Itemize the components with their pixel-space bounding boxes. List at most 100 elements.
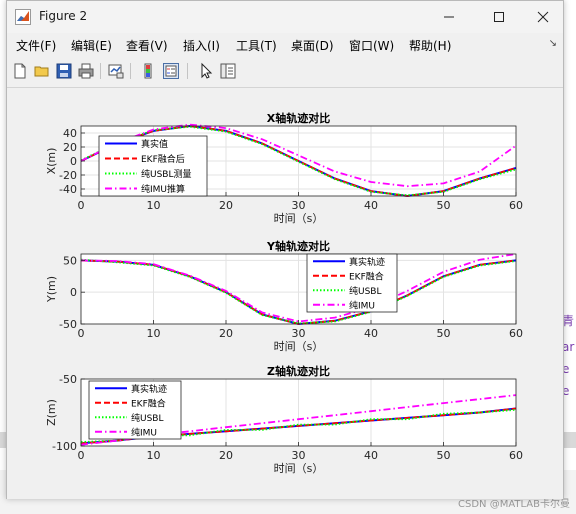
chart-title: Z轴轨迹对比 bbox=[267, 364, 330, 378]
figure-canvas: 0 10 20 30 40 50 60 40 20 0 -20 -40 X轴轨迹对比 时间（s） X(m) 真… bbox=[7, 87, 563, 499]
legend-label: 真实轨迹 bbox=[349, 256, 385, 268]
maximize-button[interactable] bbox=[477, 5, 521, 29]
x-axis-label: 时间（s） bbox=[274, 340, 324, 353]
x-tick-label: 0 bbox=[78, 327, 85, 340]
menu-insert[interactable]: 插入(I) bbox=[183, 39, 220, 53]
y-axis-label: X(m) bbox=[45, 148, 58, 175]
x-tick-label: 60 bbox=[509, 449, 523, 462]
y-tick-label: 0 bbox=[70, 155, 77, 168]
legend-box bbox=[98, 135, 208, 197]
background-text: ar bbox=[562, 340, 575, 354]
toolbar-separator bbox=[187, 63, 188, 79]
x-axis-label: 时间（s） bbox=[274, 212, 324, 225]
menu-tools[interactable]: 工具(T) bbox=[236, 39, 277, 53]
x-tick-label: 50 bbox=[437, 327, 451, 340]
new-figure-icon[interactable] bbox=[11, 62, 29, 80]
background-text: e bbox=[562, 362, 570, 376]
menu-file[interactable]: 文件(F) bbox=[16, 39, 57, 53]
y-tick-label: 0 bbox=[70, 286, 77, 299]
open-file-icon[interactable] bbox=[33, 62, 51, 80]
y-tick-label: 50 bbox=[63, 254, 77, 267]
series-line bbox=[80, 125, 517, 197]
x-tick-label: 60 bbox=[509, 199, 523, 212]
background-text: e bbox=[562, 384, 570, 398]
x-tick-label: 0 bbox=[78, 199, 85, 212]
menu-window[interactable]: 窗口(W) bbox=[349, 39, 395, 53]
x-tick-label: 20 bbox=[219, 327, 233, 340]
title-bar[interactable]: Figure 2 bbox=[7, 1, 563, 33]
legend-label: EKF融合 bbox=[349, 270, 384, 282]
plots-svg: 0 10 20 30 40 50 6040200-20-40X轴轨迹对比时间（s）X(m)真… bbox=[45, 111, 523, 475]
legend-label: 纯USBL bbox=[349, 285, 382, 297]
legend-label: 纯USBL bbox=[131, 412, 164, 424]
x-tick-label: 10 bbox=[147, 327, 161, 340]
legend-box bbox=[306, 253, 398, 313]
maximize-icon bbox=[494, 12, 504, 22]
x-tick-label: 20 bbox=[219, 449, 233, 462]
x-tick-label: 10 bbox=[147, 199, 161, 212]
x-tick-label: 30 bbox=[292, 449, 306, 462]
toolbar-separator bbox=[100, 63, 101, 79]
menu-bar: 文件(F) 编辑(E) 查看(V) 插入(I) 工具(T) 桌面(D) 窗口(W… bbox=[7, 35, 563, 55]
toolbar-toggle-icon[interactable]: ↘ bbox=[548, 38, 557, 49]
legend-label: 纯USBL测量 bbox=[141, 168, 192, 180]
y-axis-label: Z(m) bbox=[45, 399, 58, 426]
legend-label: EKF融合后 bbox=[141, 153, 185, 165]
legend-label: 纯IMU bbox=[131, 426, 157, 438]
menu-view[interactable]: 查看(V) bbox=[126, 39, 168, 53]
x-tick-label: 50 bbox=[437, 449, 451, 462]
x-tick-label: 40 bbox=[364, 199, 378, 212]
x-tick-label: 0 bbox=[78, 449, 85, 462]
x-axis-label: 时间（s） bbox=[274, 462, 324, 475]
legend-label: EKF融合 bbox=[131, 397, 166, 409]
y-tick-label: -40 bbox=[59, 183, 77, 196]
pointer-icon[interactable] bbox=[197, 62, 215, 80]
close-button[interactable] bbox=[521, 5, 565, 29]
series-line bbox=[80, 253, 517, 323]
x-tick-label: 30 bbox=[292, 327, 306, 340]
window-title: Figure 2 bbox=[39, 9, 88, 23]
legend-label: 真实轨迹 bbox=[131, 383, 167, 395]
insert-legend-icon[interactable] bbox=[162, 62, 180, 80]
y-tick-label: 20 bbox=[63, 141, 77, 154]
menu-desktop[interactable]: 桌面(D) bbox=[291, 39, 334, 53]
background-app bbox=[560, 0, 576, 514]
x-tick-label: 60 bbox=[509, 327, 523, 340]
toolbar-separator bbox=[130, 63, 131, 79]
y-tick-label: -20 bbox=[59, 169, 77, 182]
x-tick-label: 40 bbox=[364, 449, 378, 462]
close-icon bbox=[537, 11, 549, 23]
chart-title: Y轴轨迹对比 bbox=[266, 239, 330, 253]
x-tick-label: 30 bbox=[292, 199, 306, 212]
series-line bbox=[80, 123, 517, 188]
series-line bbox=[80, 408, 517, 443]
x-tick-label: 40 bbox=[364, 327, 378, 340]
toolbar bbox=[7, 59, 563, 83]
y-tick-label: -50 bbox=[59, 318, 77, 331]
x-tick-label: 20 bbox=[219, 199, 233, 212]
y-axis-label: Y(m) bbox=[45, 276, 58, 303]
save-icon[interactable] bbox=[55, 62, 73, 80]
x-tick-label: 50 bbox=[437, 199, 451, 212]
matlab-icon bbox=[15, 9, 31, 25]
menu-help[interactable]: 帮助(H) bbox=[409, 39, 452, 53]
insert-colorbar-icon[interactable] bbox=[139, 62, 157, 80]
minimize-button[interactable] bbox=[427, 5, 471, 29]
menu-edit[interactable]: 编辑(E) bbox=[71, 39, 112, 53]
figure-window: Figure 2 文件(F) 编辑(E) 查看(V) 插入(I) 工具(T) 桌… bbox=[6, 0, 564, 499]
background-text: 青 bbox=[562, 314, 575, 328]
y-tick-label: -50 bbox=[59, 373, 77, 386]
subplot-1: 0 10 20 30 40 50 6040200-20-40X轴轨迹对比时间（s）X(m)真… bbox=[45, 111, 523, 225]
x-tick-label: 10 bbox=[147, 449, 161, 462]
subplot-2: 0 10 20 30 40 50 60500-50Y轴轨迹对比时间（s）Y(m)真实轨迹EK… bbox=[45, 239, 523, 353]
chart-title: X轴轨迹对比 bbox=[267, 111, 330, 125]
print-icon[interactable] bbox=[77, 62, 95, 80]
y-tick-label: 40 bbox=[63, 127, 77, 140]
legend-box bbox=[88, 380, 182, 440]
link-plot-icon[interactable] bbox=[107, 62, 125, 80]
property-inspector-icon[interactable] bbox=[219, 62, 237, 80]
